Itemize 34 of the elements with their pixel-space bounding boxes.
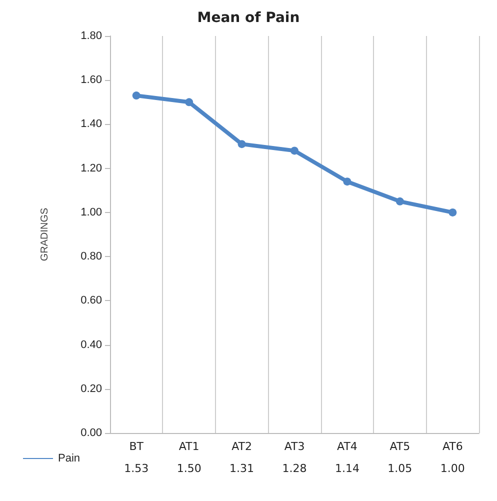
data-label: 1.14	[334, 462, 360, 475]
x-tick-label: AT4	[337, 440, 358, 453]
x-tick-label: AT3	[284, 440, 305, 453]
y-tick-label: 0.20	[80, 382, 102, 395]
data-label: 1.50	[176, 462, 202, 475]
y-tick-label: 1.60	[80, 74, 102, 86]
point	[448, 208, 457, 216]
y-tick-label: 0.80	[80, 250, 102, 263]
data-label: 1.31	[230, 462, 254, 475]
chart-title: Mean of Pain	[197, 10, 300, 26]
y-tick-label: 1.00	[80, 206, 102, 218]
y-tick-label: 0.00	[80, 427, 102, 439]
y-tick-label: 0.40	[80, 338, 102, 351]
y-tick-label: 1.20	[80, 162, 102, 174]
point	[185, 98, 194, 106]
point	[132, 92, 140, 100]
point	[290, 146, 298, 155]
y-tick-label: 1.40	[80, 118, 102, 130]
point	[238, 140, 246, 148]
point	[396, 197, 404, 206]
y-tick-label: 1.80	[80, 30, 102, 42]
data-label: 1.28	[282, 462, 307, 475]
x-tick-label: AT2	[232, 440, 252, 453]
legend-label: Pain	[58, 452, 80, 464]
y-tick-label: 0.60	[80, 294, 102, 307]
data-label: 1.05	[388, 462, 412, 475]
x-tick-label: AT6	[442, 440, 463, 453]
data-label: 1.00	[440, 462, 465, 475]
y-axis-title: GRADINGS	[40, 208, 50, 262]
data-label: 1.53	[124, 462, 149, 475]
x-tick-label: BT	[129, 440, 144, 453]
x-tick-label: AT1	[178, 440, 200, 453]
x-tick-label: AT5	[390, 440, 410, 453]
point	[343, 178, 352, 186]
